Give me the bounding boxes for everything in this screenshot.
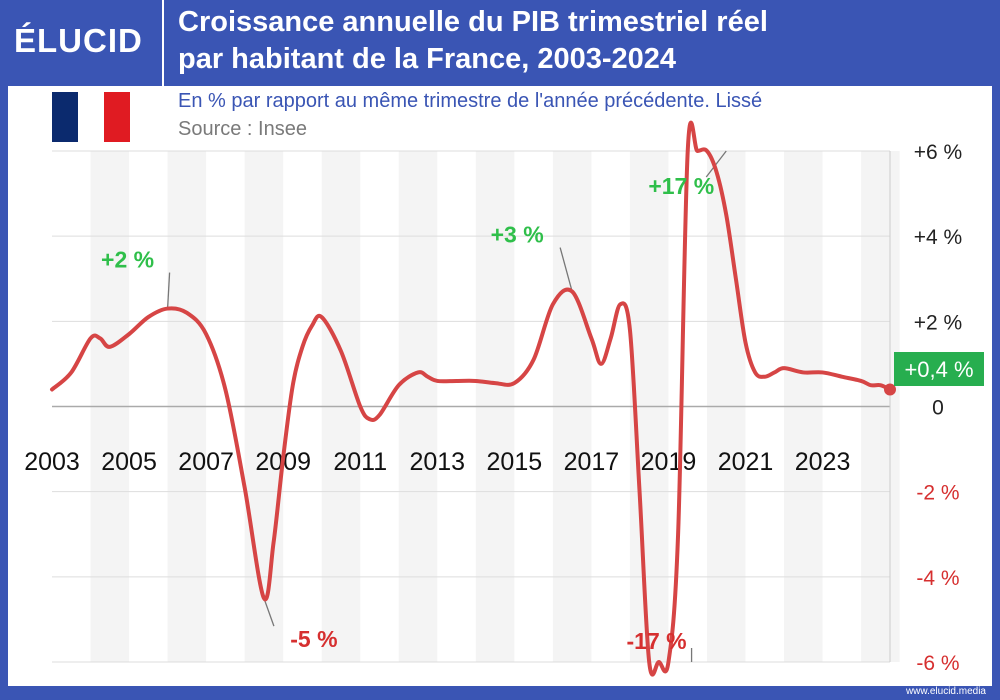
annotation-label: +3 % [491, 222, 544, 248]
y-tick-label: -4 % [916, 567, 959, 590]
y-tick-label: -2 % [916, 482, 959, 505]
flag-stripe-blue [52, 92, 78, 142]
y-tick-labels: +6 % +4 % +2 % 0 -2 % -4 % -6 % [914, 141, 962, 675]
x-tick-label: 2021 [718, 448, 774, 476]
x-tick-label: 2011 [333, 448, 387, 476]
x-tick-label: 2003 [24, 448, 80, 476]
annotations: +2 % -5 % +3 % -17 % +17 % [101, 173, 714, 654]
y-tick-label: +6 % [914, 141, 962, 164]
last-value-badge [894, 352, 984, 386]
x-tick-label: 2005 [101, 448, 157, 476]
chart-title: Croissance annuelle du PIB trimestriel r… [178, 4, 978, 78]
french-flag-icon [52, 92, 130, 142]
x-tick-label: 2013 [409, 448, 465, 476]
last-value-label: +0,4 % [904, 357, 973, 382]
x-tick-label: 2023 [795, 448, 851, 476]
x-tick-labels: 2003 2005 2007 2009 2011 2013 2015 2017 2019 2021… [24, 448, 850, 476]
header-divider [162, 0, 164, 86]
footer-url: www.elucid.media [905, 686, 986, 697]
y-tick-label: 0 [932, 397, 944, 420]
chart-title-line-2: par habitant de la France, 2003-2024 [178, 43, 677, 75]
annotation-leader [705, 150, 727, 178]
elucid-logo: ÉLUCID [14, 22, 143, 59]
annotation-label: -17 % [627, 628, 687, 654]
y-tick-label: -6 % [916, 652, 959, 675]
flag-stripe-red [104, 92, 130, 142]
chart-subtitle: En % par rapport au même trimestre de l'… [178, 90, 763, 112]
y-tick-label: +4 % [914, 226, 962, 249]
annotation-leaders [166, 150, 727, 662]
annotation-label: -5 % [290, 626, 337, 652]
x-tick-label: 2019 [641, 448, 697, 476]
header: ÉLUCID Croissance annuelle du PIB trimes… [0, 0, 1000, 86]
annotation-label: +2 % [101, 247, 154, 273]
series-line [50, 120, 892, 677]
annotation-leader [263, 597, 275, 627]
gridlines [52, 150, 891, 663]
annotation-leader [559, 247, 573, 292]
last-value: +0,4 % [884, 352, 984, 396]
flag-stripe-white [78, 92, 104, 142]
chart-title-line-1: Croissance annuelle du PIB trimestriel r… [178, 6, 768, 38]
x-tick-label: 2017 [564, 448, 620, 476]
last-value-dot [884, 383, 896, 396]
x-tick-label: 2015 [487, 448, 543, 476]
annotation-leader [166, 272, 171, 309]
chart-source: Source : Insee [178, 118, 307, 140]
y-tick-label: +2 % [914, 311, 962, 334]
x-tick-label: 2007 [178, 448, 234, 476]
annotation-label: +17 % [648, 173, 714, 199]
